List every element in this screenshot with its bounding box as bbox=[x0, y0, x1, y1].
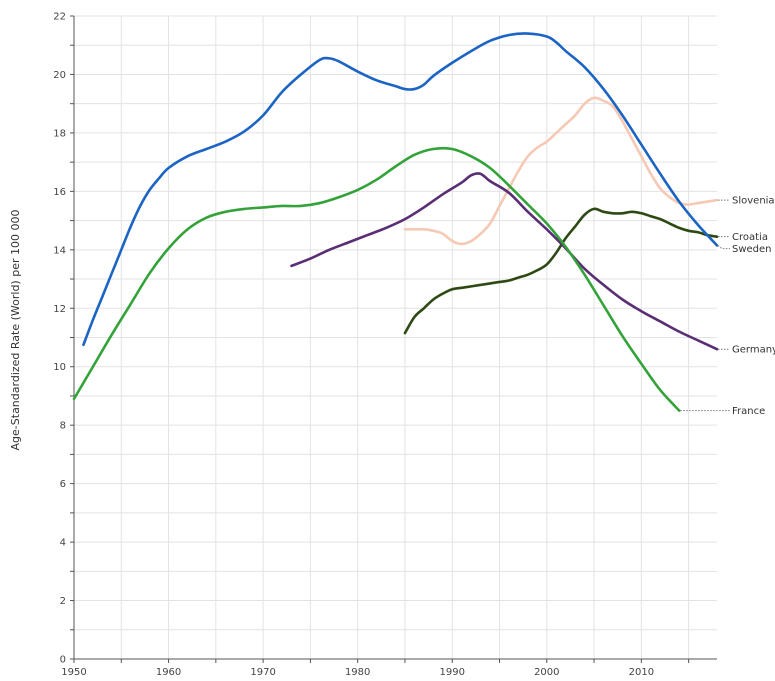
x-tick-label: 1990 bbox=[440, 667, 465, 678]
series-line-croatia bbox=[403, 207, 719, 335]
series-label-croatia: Croatia bbox=[732, 232, 768, 243]
y-tick-label: 18 bbox=[53, 128, 66, 139]
y-tick-label: 16 bbox=[53, 187, 66, 198]
y-tick-label: 0 bbox=[60, 655, 66, 666]
leader-line-sweden bbox=[717, 245, 730, 250]
x-tick-label: 2000 bbox=[534, 667, 559, 678]
series-line-sweden bbox=[82, 32, 719, 347]
series-label-germany: Germany bbox=[732, 345, 775, 356]
y-tick-label: 4 bbox=[60, 538, 66, 549]
y-tick-label: 6 bbox=[60, 479, 66, 490]
series-label-slovenia: Slovenia bbox=[732, 196, 775, 207]
y-tick-label: 12 bbox=[53, 304, 66, 315]
series-line-france bbox=[72, 146, 681, 412]
series-lines bbox=[72, 32, 719, 412]
y-tick-label: 22 bbox=[53, 12, 66, 23]
y-tick-label: 14 bbox=[53, 245, 66, 256]
series-label-france: France bbox=[732, 406, 765, 417]
x-tick-label: 1950 bbox=[61, 667, 86, 678]
series-line-germany bbox=[290, 172, 719, 351]
axes: 0 2 4 6 8 10 12 14 16 18 20 22 1950 1960 1970 1980 1990 2… bbox=[53, 12, 717, 678]
y-tick-label: 10 bbox=[53, 362, 66, 373]
x-tick-label: 1960 bbox=[156, 667, 181, 678]
y-tick-label: 8 bbox=[60, 421, 66, 432]
y-tick-label: 20 bbox=[53, 70, 66, 81]
x-tick-label: 1980 bbox=[345, 667, 370, 678]
x-tick-label: 1970 bbox=[250, 667, 275, 678]
y-axis-title: Age-Standardized Rate (World) per 100 00… bbox=[9, 210, 22, 451]
series-label-sweden: Sweden bbox=[732, 244, 772, 255]
series-line-slovenia bbox=[403, 96, 719, 246]
y-tick-label: 2 bbox=[60, 596, 66, 607]
x-tick-label: 2010 bbox=[629, 667, 654, 678]
